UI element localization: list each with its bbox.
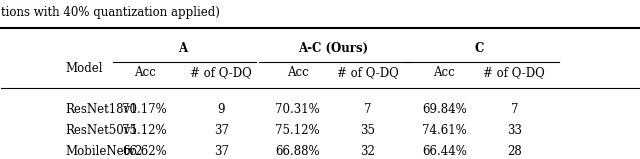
Text: 35: 35 [360,124,375,137]
Text: A: A [179,42,188,55]
Text: 28: 28 [507,145,522,158]
Text: 74.61%: 74.61% [422,124,467,137]
Text: 37: 37 [214,124,228,137]
Text: # of Q-DQ: # of Q-DQ [337,66,399,79]
Text: 69.84%: 69.84% [422,103,467,116]
Text: 75.12%: 75.12% [122,124,167,137]
Text: # of Q-DQ: # of Q-DQ [483,66,545,79]
Text: 7: 7 [364,103,372,116]
Text: Acc: Acc [134,66,156,79]
Text: MobileNetv2: MobileNetv2 [65,145,142,158]
Text: ResNet18v1: ResNet18v1 [65,103,138,116]
Text: Acc: Acc [433,66,455,79]
Text: 70.17%: 70.17% [122,103,167,116]
Text: 37: 37 [214,145,228,158]
Text: 66.62%: 66.62% [122,145,167,158]
Text: 66.88%: 66.88% [275,145,320,158]
Text: 75.12%: 75.12% [275,124,320,137]
Text: 32: 32 [360,145,375,158]
Text: 70.31%: 70.31% [275,103,320,116]
Text: 33: 33 [507,124,522,137]
Text: Acc: Acc [287,66,308,79]
Text: # of Q-DQ: # of Q-DQ [190,66,252,79]
Text: C: C [475,42,484,55]
Text: 9: 9 [218,103,225,116]
Text: ResNet50v1: ResNet50v1 [65,124,138,137]
Text: tions with 40% quantization applied): tions with 40% quantization applied) [1,6,220,19]
Text: 7: 7 [511,103,518,116]
Text: Model: Model [65,62,102,75]
Text: A-C (Ours): A-C (Ours) [298,42,368,55]
Text: 66.44%: 66.44% [422,145,467,158]
